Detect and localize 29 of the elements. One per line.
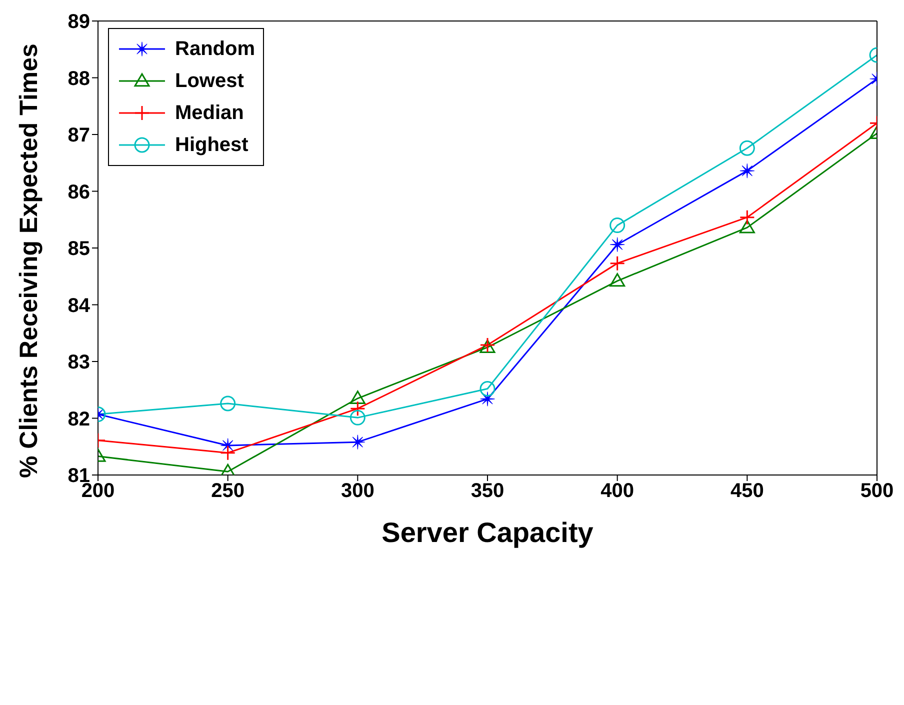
y-tick-label: 86	[68, 181, 90, 204]
x-tick-label: 500	[860, 480, 894, 502]
x-tick-label: 300	[340, 480, 374, 502]
y-tick-label: 82	[68, 408, 90, 430]
legend-label: Highest	[175, 134, 248, 156]
legend-label: Random	[175, 38, 255, 60]
point	[610, 256, 626, 272]
legend-label: Median	[175, 102, 244, 124]
point	[480, 380, 496, 396]
point	[350, 400, 366, 416]
x-tick-label: 400	[600, 480, 634, 502]
point	[350, 410, 366, 426]
y-tick-label: 84	[68, 294, 91, 317]
point	[610, 237, 625, 252]
point	[610, 218, 626, 234]
point	[350, 434, 365, 450]
x-axis-title: Server Capacity	[382, 517, 594, 548]
x-tick-label: 250	[211, 480, 245, 502]
y-tick-label: 83	[68, 352, 90, 374]
point	[350, 390, 366, 404]
legend-label: Lowest	[175, 70, 244, 92]
point	[610, 273, 626, 287]
y-tick-label: 88	[68, 68, 90, 90]
x-tick-label: 350	[470, 480, 504, 502]
x-tick-label: 450	[730, 480, 764, 502]
y-axis-title: % Clients Receiving Expected Times	[14, 44, 43, 478]
y-tick-label: 85	[68, 238, 90, 260]
y-tick-label: 89	[68, 11, 90, 34]
y-tick-label: 87	[68, 124, 90, 147]
